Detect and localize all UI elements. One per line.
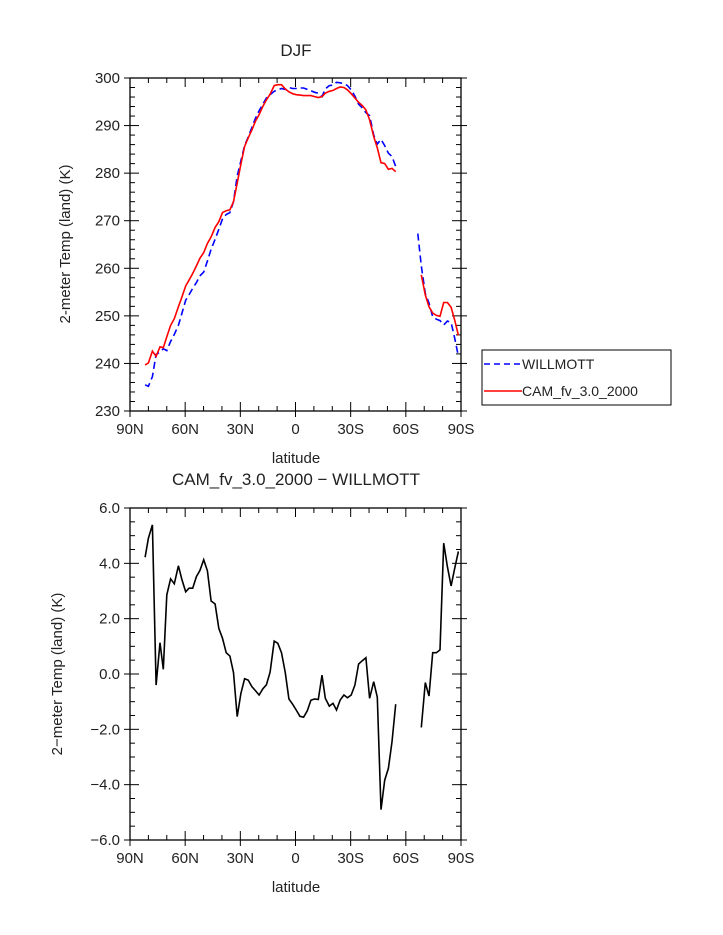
bottom-y-tick-label: 0.0	[99, 666, 120, 683]
top-x-tick-label: 90N	[116, 421, 144, 438]
top-x-tick-label: 60N	[171, 421, 199, 438]
top-y-tick-label: 290	[95, 118, 120, 135]
bottom-y-tick-label: 6.0	[99, 500, 120, 517]
bottom-y-tick-label: 4.0	[99, 555, 120, 572]
legend-box	[481, 349, 672, 406]
bottom-series-difference-line	[420, 542, 460, 728]
top-y-tick-label: 260	[95, 260, 120, 277]
bottom-x-tick-label: 30N	[227, 850, 255, 867]
top-chart-xlabel: latitude	[272, 450, 320, 467]
top-plot-frame	[129, 77, 462, 412]
bottom-x-tick-label: 90N	[116, 850, 144, 867]
top-x-tick-label: 0	[291, 421, 299, 438]
bottom-y-tick-label: 2.0	[99, 611, 120, 628]
top-y-tick-label: 250	[95, 308, 120, 325]
bottom-x-tick-label: 0	[291, 850, 299, 867]
legend: WILLMOTT CAM_fv_3.0_2000	[481, 349, 672, 406]
bottom-x-tick-label: 60N	[171, 850, 199, 867]
bottom-y-tick-label: −4.0	[90, 777, 120, 794]
top-series-cam-fv-3-0-2000-line	[144, 83, 397, 366]
bottom-y-tick-label: −2.0	[90, 721, 120, 738]
bottom-chart-ylabel: 2−meter Temp (land) (K)	[49, 593, 66, 756]
bottom-series-difference-line	[144, 524, 397, 810]
top-x-tick-label: 30S	[337, 421, 364, 438]
top-y-tick-label: 270	[95, 213, 120, 230]
bottom-x-tick-label: 90S	[448, 850, 475, 867]
bottom-y-tick-label: −6.0	[90, 832, 120, 849]
top-x-tick-label: 30N	[227, 421, 255, 438]
bottom-x-tick-label: 30S	[337, 850, 364, 867]
top-y-tick-label: 240	[95, 355, 120, 372]
top-y-tick-label: 230	[95, 403, 120, 420]
bottom-plot-frame	[129, 507, 462, 841]
top-series-willmott-line	[144, 81, 397, 388]
top-x-tick-label: 60S	[392, 421, 419, 438]
bottom-chart-title: CAM_fv_3.0_2000 − WILLMOTT	[172, 470, 420, 489]
top-series-willmott-line	[417, 233, 460, 357]
top-y-tick-label: 280	[95, 165, 120, 182]
legend-label-willmott: WILLMOTT	[522, 356, 595, 372]
top-chart-ylabel: 2-meter Temp (land) (K)	[57, 165, 74, 324]
top-y-tick-label: 300	[95, 70, 120, 87]
top-x-tick-label: 90S	[448, 421, 475, 438]
bottom-x-tick-label: 60S	[392, 850, 419, 867]
top-chart-title: DJF	[280, 41, 311, 60]
top-series-cam-fv-3-0-2000-line	[420, 274, 460, 336]
legend-label-cam: CAM_fv_3.0_2000	[522, 383, 638, 399]
bottom-chart-xlabel: latitude	[272, 879, 320, 896]
